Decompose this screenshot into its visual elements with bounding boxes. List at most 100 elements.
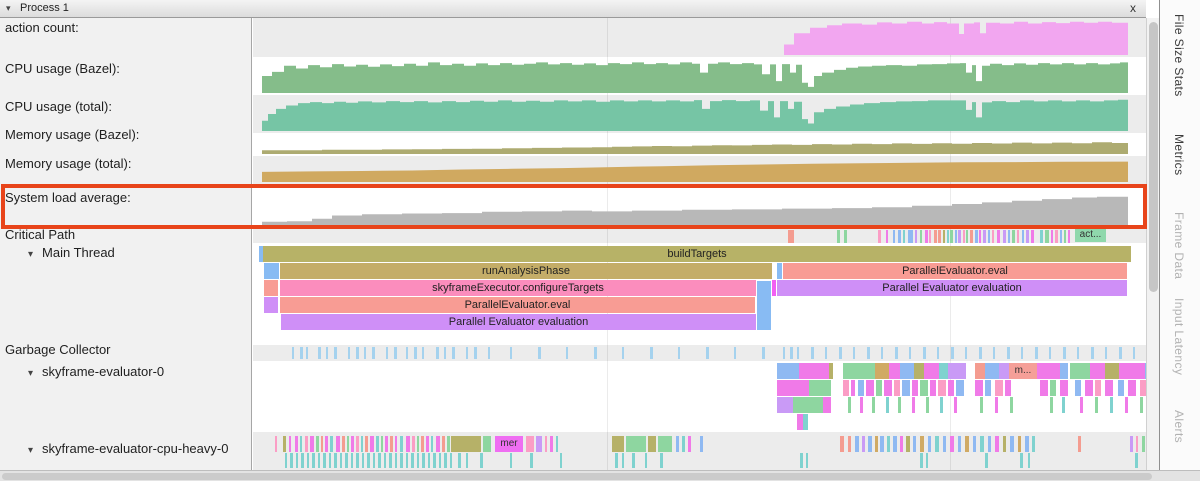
trace-span[interactable] — [777, 397, 793, 413]
trace-span[interactable] — [772, 280, 776, 296]
trace-span[interactable] — [1140, 380, 1146, 396]
trace-span[interactable] — [1037, 363, 1044, 379]
trace-span[interactable] — [1095, 397, 1098, 413]
trace-span[interactable] — [999, 363, 1009, 379]
trace-span[interactable] — [898, 397, 901, 413]
vertical-scrollbar-thumb[interactable] — [1149, 22, 1158, 292]
trace-span[interactable] — [975, 380, 983, 396]
trace-span[interactable] — [829, 363, 833, 379]
trace-span[interactable] — [876, 380, 882, 396]
track-skyframe-evaluator-0[interactable]: ▾ skyframe-evaluator-0 — [28, 364, 164, 379]
trace-span[interactable] — [926, 397, 929, 413]
trace-span[interactable] — [884, 380, 892, 396]
trace-span[interactable] — [1118, 380, 1124, 396]
trace-span[interactable] — [1050, 380, 1056, 396]
timeline-canvas[interactable]: act... buildTargets runAnalysisPhase Parall… — [0, 0, 1155, 481]
trace-span[interactable] — [1050, 397, 1053, 413]
trace-span[interactable] — [1110, 397, 1113, 413]
trace-span[interactable] — [902, 380, 910, 396]
trace-span[interactable] — [809, 380, 831, 396]
trace-span[interactable] — [995, 380, 1003, 396]
trace-span[interactable] — [823, 397, 831, 413]
trace-span[interactable] — [914, 363, 924, 379]
trace-span[interactable] — [851, 380, 855, 396]
trace-span[interactable]: ParallelEvaluator.eval — [783, 263, 1127, 279]
trace-span[interactable] — [939, 363, 948, 379]
vertical-scrollbar[interactable] — [1146, 18, 1159, 470]
trace-span[interactable] — [912, 397, 915, 413]
trace-span[interactable] — [920, 380, 928, 396]
trace-span[interactable] — [985, 363, 999, 379]
trace-span[interactable] — [889, 363, 900, 379]
close-button[interactable]: x — [1130, 1, 1136, 15]
trace-span[interactable] — [1010, 397, 1013, 413]
trace-span[interactable]: buildTargets — [263, 246, 1131, 262]
trace-span[interactable] — [1062, 397, 1065, 413]
cpu-heavy-event-badge[interactable]: mer — [495, 436, 523, 452]
trace-span[interactable] — [803, 414, 808, 430]
trace-span[interactable] — [1060, 380, 1068, 396]
trace-span[interactable] — [757, 281, 771, 330]
trace-span[interactable]: runAnalysisPhase — [280, 263, 772, 279]
trace-span[interactable] — [777, 363, 799, 379]
trace-span[interactable] — [1040, 380, 1048, 396]
trace-span[interactable] — [259, 246, 263, 262]
trace-span[interactable] — [948, 363, 966, 379]
trace-span[interactable]: skyframeExecutor.configureTargets — [280, 280, 756, 296]
trace-span[interactable] — [797, 414, 803, 430]
trace-span[interactable] — [1125, 397, 1128, 413]
trace-span[interactable] — [264, 297, 278, 313]
trace-span[interactable] — [860, 397, 863, 413]
trace-span[interactable] — [1105, 380, 1113, 396]
collapse-arrow-icon[interactable]: ▾ — [28, 368, 34, 379]
trace-span[interactable] — [264, 263, 279, 279]
trace-span[interactable] — [1140, 397, 1143, 413]
track-main-thread[interactable]: ▾ Main Thread — [28, 245, 115, 260]
process-collapse-icon[interactable]: ▾ — [6, 3, 11, 13]
trace-span[interactable] — [848, 397, 851, 413]
trace-span[interactable] — [886, 397, 889, 413]
tab-metrics[interactable]: Metrics — [1172, 134, 1186, 176]
trace-span[interactable] — [1080, 397, 1083, 413]
trace-span[interactable] — [924, 363, 939, 379]
trace-span[interactable]: Parallel Evaluator evaluation — [281, 314, 756, 330]
horizontal-scrollbar[interactable] — [0, 470, 1200, 481]
trace-span[interactable] — [843, 380, 849, 396]
trace-span[interactable] — [940, 397, 943, 413]
trace-span[interactable] — [858, 380, 864, 396]
horizontal-scrollbar-thumb[interactable] — [2, 473, 1152, 480]
trace-span[interactable] — [985, 380, 991, 396]
trace-span[interactable] — [1085, 380, 1093, 396]
tab-file-size-stats[interactable]: File Size Stats — [1172, 14, 1186, 97]
trace-span[interactable] — [777, 263, 782, 279]
trace-span[interactable] — [954, 397, 957, 413]
trace-span[interactable] — [1005, 380, 1011, 396]
trace-span[interactable] — [866, 380, 874, 396]
trace-span[interactable] — [900, 363, 914, 379]
trace-span[interactable] — [875, 363, 889, 379]
trace-span[interactable] — [975, 363, 985, 379]
collapse-arrow-icon[interactable]: ▾ — [28, 249, 34, 260]
critical-path-event-badge[interactable]: act... — [1075, 227, 1106, 242]
trace-span[interactable] — [1044, 363, 1060, 379]
trace-span[interactable] — [995, 397, 998, 413]
trace-span[interactable] — [1105, 363, 1119, 379]
trace-span[interactable] — [1090, 363, 1105, 379]
trace-span[interactable] — [793, 397, 823, 413]
trace-span[interactable] — [872, 397, 875, 413]
track-skyframe-evaluator-cpu-heavy-0[interactable]: ▾ skyframe-evaluator-cpu-heavy-0 — [28, 441, 228, 456]
collapse-arrow-icon[interactable]: ▾ — [28, 445, 34, 456]
trace-span[interactable] — [894, 380, 900, 396]
trace-span[interactable] — [912, 380, 918, 396]
trace-span[interactable] — [948, 380, 954, 396]
evaluator-event-badge[interactable]: m... — [1009, 363, 1037, 379]
trace-span[interactable] — [1128, 380, 1136, 396]
trace-span[interactable] — [777, 380, 809, 396]
trace-span[interactable] — [980, 397, 983, 413]
trace-span[interactable] — [1075, 380, 1081, 396]
trace-span[interactable]: Parallel Evaluator evaluation — [777, 280, 1127, 296]
trace-span[interactable] — [799, 363, 829, 379]
trace-span[interactable] — [1119, 363, 1145, 379]
trace-span[interactable] — [938, 380, 946, 396]
trace-span[interactable] — [956, 380, 964, 396]
